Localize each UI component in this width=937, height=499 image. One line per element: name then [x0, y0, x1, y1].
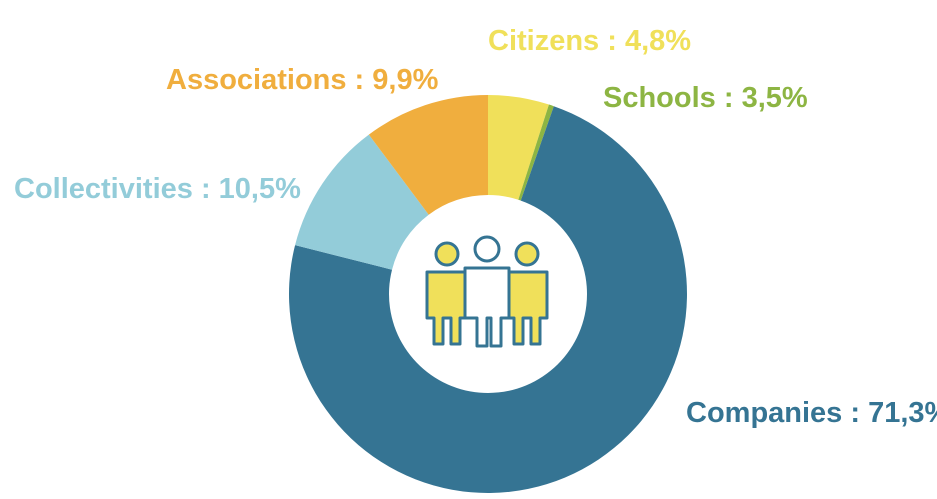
label-companies: Companies : 71,3%	[686, 397, 937, 429]
label-collectivities: Collectivities : 10,5%	[14, 173, 301, 205]
group-of-people-icon	[425, 235, 549, 348]
label-citizens: Citizens : 4,8%	[488, 25, 691, 57]
label-schools: Schools : 3,5%	[603, 82, 808, 114]
slice-citizens	[488, 95, 549, 200]
chart-slices	[288, 95, 688, 494]
label-associations: Associations : 9,9%	[166, 64, 439, 96]
slice-schools	[518, 104, 554, 201]
slice-associations	[368, 95, 488, 215]
slice-companies	[288, 106, 688, 494]
slice-collectivities	[295, 134, 429, 270]
